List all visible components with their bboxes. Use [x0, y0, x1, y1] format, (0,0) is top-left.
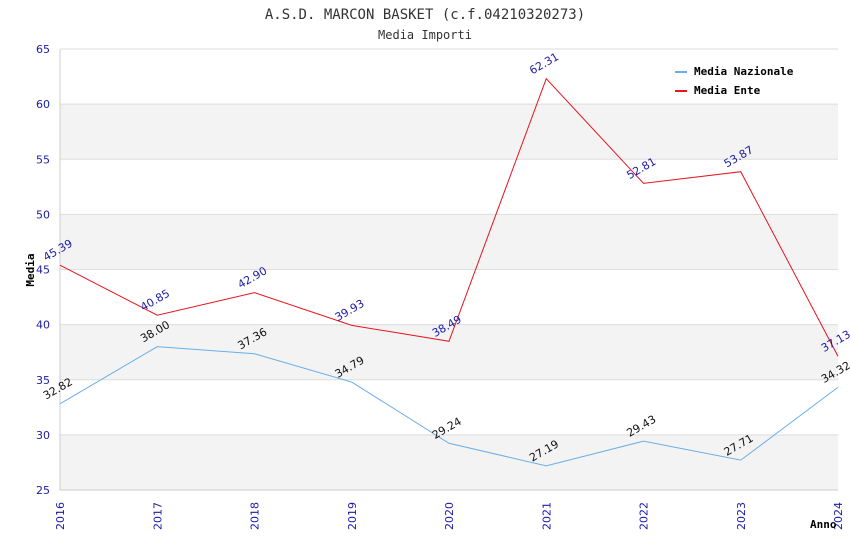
- grid-band: [60, 214, 838, 270]
- x-tick-label: 2017: [151, 502, 164, 530]
- y-tick-label: 50: [36, 208, 50, 221]
- x-tick-label: 2018: [249, 502, 262, 530]
- y-axis-label: Media: [24, 253, 37, 286]
- x-axis-ticks: 2016 2017 2018 2019 2020 2021 2022 2023 2024: [54, 502, 845, 530]
- series-line-nazionale: [59, 346, 839, 467]
- x-tick-label: 2024: [832, 502, 845, 530]
- legend-label-ente: Media Ente: [694, 84, 761, 97]
- grid-band: [60, 434, 838, 490]
- x-tick-label: 2022: [638, 502, 651, 530]
- y-tick-label: 60: [36, 98, 50, 111]
- y-tick-label: 65: [36, 43, 50, 56]
- y-tick-label: 55: [36, 153, 50, 166]
- grid-band: [60, 379, 838, 435]
- x-tick-label: 2019: [346, 502, 359, 530]
- grid-band: [60, 324, 838, 380]
- chart-subtitle: Media Importi: [378, 28, 472, 42]
- y-tick-label: 30: [36, 429, 50, 442]
- x-axis-label: Anno: [810, 518, 837, 531]
- chart-title: A.S.D. MARCON BASKET (c.f.04210320273): [265, 7, 585, 23]
- y-tick-label: 25: [36, 484, 50, 497]
- legend-label-nazionale: Media Nazionale: [694, 65, 794, 78]
- grid-band: [60, 159, 838, 215]
- x-tick-label: 2020: [443, 502, 456, 530]
- x-tick-label: 2023: [735, 502, 748, 530]
- series-layer: [59, 77, 839, 467]
- grid-band: [60, 269, 838, 325]
- grid-band: [60, 104, 838, 160]
- x-tick-label: 2021: [540, 502, 553, 530]
- x-tick-label: 2016: [54, 502, 67, 530]
- legend: Media Nazionale Media Ente: [669, 59, 810, 102]
- y-tick-label: 35: [36, 374, 50, 387]
- y-tick-label: 45: [36, 264, 50, 277]
- legend-box: [669, 59, 810, 102]
- plot-background: [59, 48, 838, 491]
- series-line-ente: [59, 77, 839, 357]
- y-axis-ticks: 25 30 35 40 45 50 55 60 65: [36, 43, 50, 497]
- y-tick-label: 40: [36, 319, 50, 332]
